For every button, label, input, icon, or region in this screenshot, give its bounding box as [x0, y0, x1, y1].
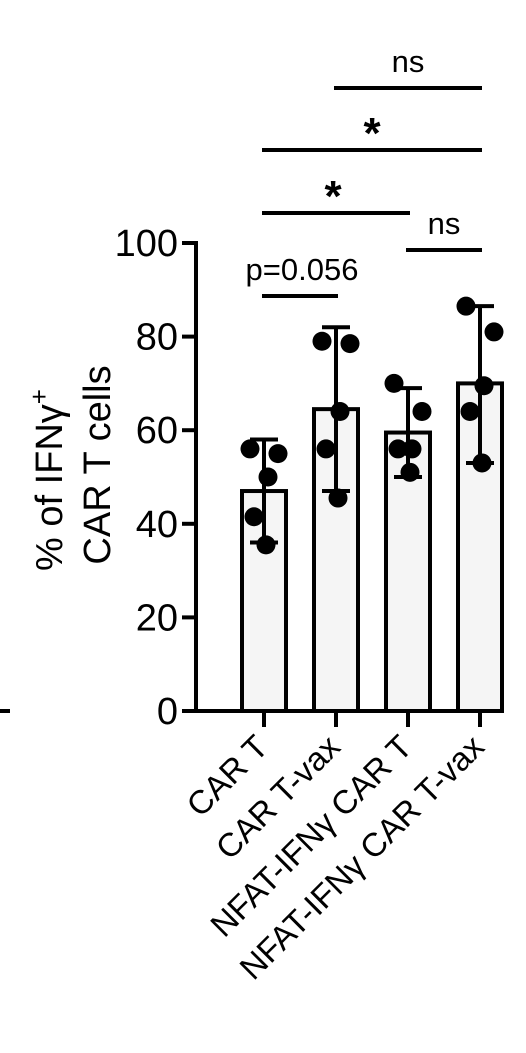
data-point-0-4 — [256, 535, 276, 555]
data-point-2-0 — [384, 373, 404, 393]
comparison-label-1-3: ns — [392, 44, 425, 79]
y-axis: 0 20 40 60 80 100 — [115, 223, 198, 733]
y-tick-label-20: 20 — [136, 597, 178, 639]
data-point-2-2 — [402, 439, 422, 459]
data-point-1-3 — [316, 439, 336, 459]
y-tick-label-0: 0 — [157, 691, 178, 733]
data-point-1-0 — [312, 331, 332, 351]
data-point-2-3 — [388, 439, 408, 459]
data-point-3-2 — [474, 376, 494, 396]
y-tick-label-40: 40 — [136, 504, 178, 546]
y-tick-label-100: 100 — [115, 223, 178, 265]
comparison-label-0-1: p=0.056 — [246, 252, 359, 287]
data-point-0-1 — [268, 444, 288, 464]
data-point-3-1 — [484, 322, 504, 342]
data-point-1-2 — [330, 401, 350, 421]
data-point-1-4 — [328, 488, 348, 508]
comparison-label-0-2: * — [324, 172, 342, 221]
data-point-0-3 — [244, 507, 264, 527]
data-point-1-1 — [340, 334, 360, 354]
data-point-3-3 — [460, 401, 480, 421]
y-axis-title-line1: % of IFNγ — [29, 404, 71, 571]
y-axis-title-superscript: + — [24, 389, 54, 404]
y-tick-label-80: 80 — [136, 317, 178, 359]
comparison-label-0-3: * — [363, 109, 381, 158]
data-point-2-1 — [412, 401, 432, 421]
data-point-3-4 — [472, 453, 492, 473]
y-tick-label-60: 60 — [136, 410, 178, 452]
data-point-0-0 — [240, 439, 260, 459]
data-point-0-2 — [258, 467, 278, 487]
data-point-3-0 — [456, 296, 476, 316]
data-points — [240, 296, 504, 555]
data-point-2-4 — [400, 462, 420, 482]
bar-3 — [456, 381, 504, 713]
y-axis-title: % of IFNγ+ — [24, 389, 71, 571]
y-axis-title-line2: CAR T cells — [77, 365, 119, 564]
comparison-label-2-3: ns — [428, 206, 461, 241]
significance-annotations: p=0.056 ns * * ns — [246, 44, 482, 298]
bars — [240, 381, 504, 714]
